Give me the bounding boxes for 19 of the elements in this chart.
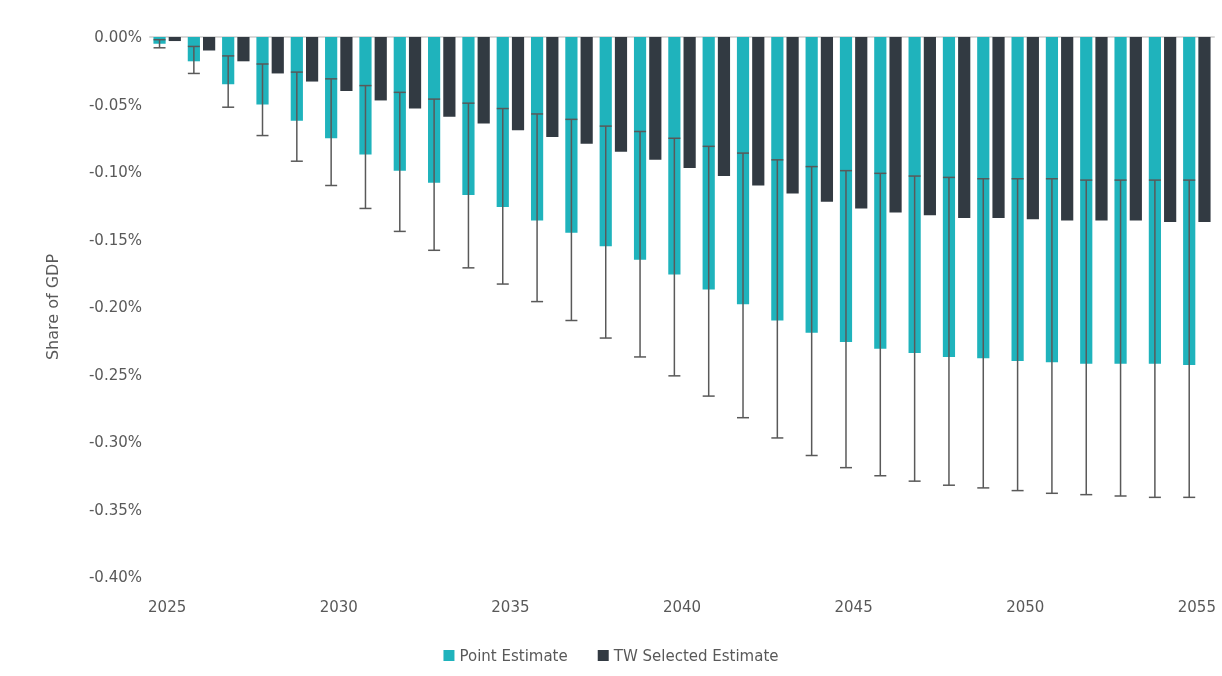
- y-tick-label: -0.25%: [88, 365, 142, 384]
- y-tick-label: -0.40%: [88, 568, 142, 586]
- y-tick-label: -0.15%: [88, 230, 142, 249]
- y-tick-label: -0.20%: [88, 298, 142, 316]
- y-tick-label: 0.00%: [94, 28, 142, 46]
- x-tick-label: 2035: [491, 597, 530, 616]
- legend-label: Point Estimate: [459, 646, 568, 665]
- y-tick-label: -0.30%: [88, 433, 142, 451]
- x-tick-label: 2040: [662, 597, 702, 616]
- x-tick-label: 2055: [1177, 597, 1216, 616]
- x-tick-label: 2050: [1006, 597, 1045, 616]
- y-tick-label: -0.35%: [88, 500, 142, 519]
- y-axis-title: Share of GDP: [42, 253, 62, 361]
- x-tick-label: 2030: [319, 597, 358, 616]
- x-tick-label: 2025: [148, 597, 187, 616]
- y-tick-label: -0.10%: [88, 163, 142, 181]
- legend-label: TW Selected Estimate: [612, 646, 779, 665]
- x-tick-label: 2045: [834, 597, 873, 616]
- y-tick-label: -0.05%: [88, 95, 142, 114]
